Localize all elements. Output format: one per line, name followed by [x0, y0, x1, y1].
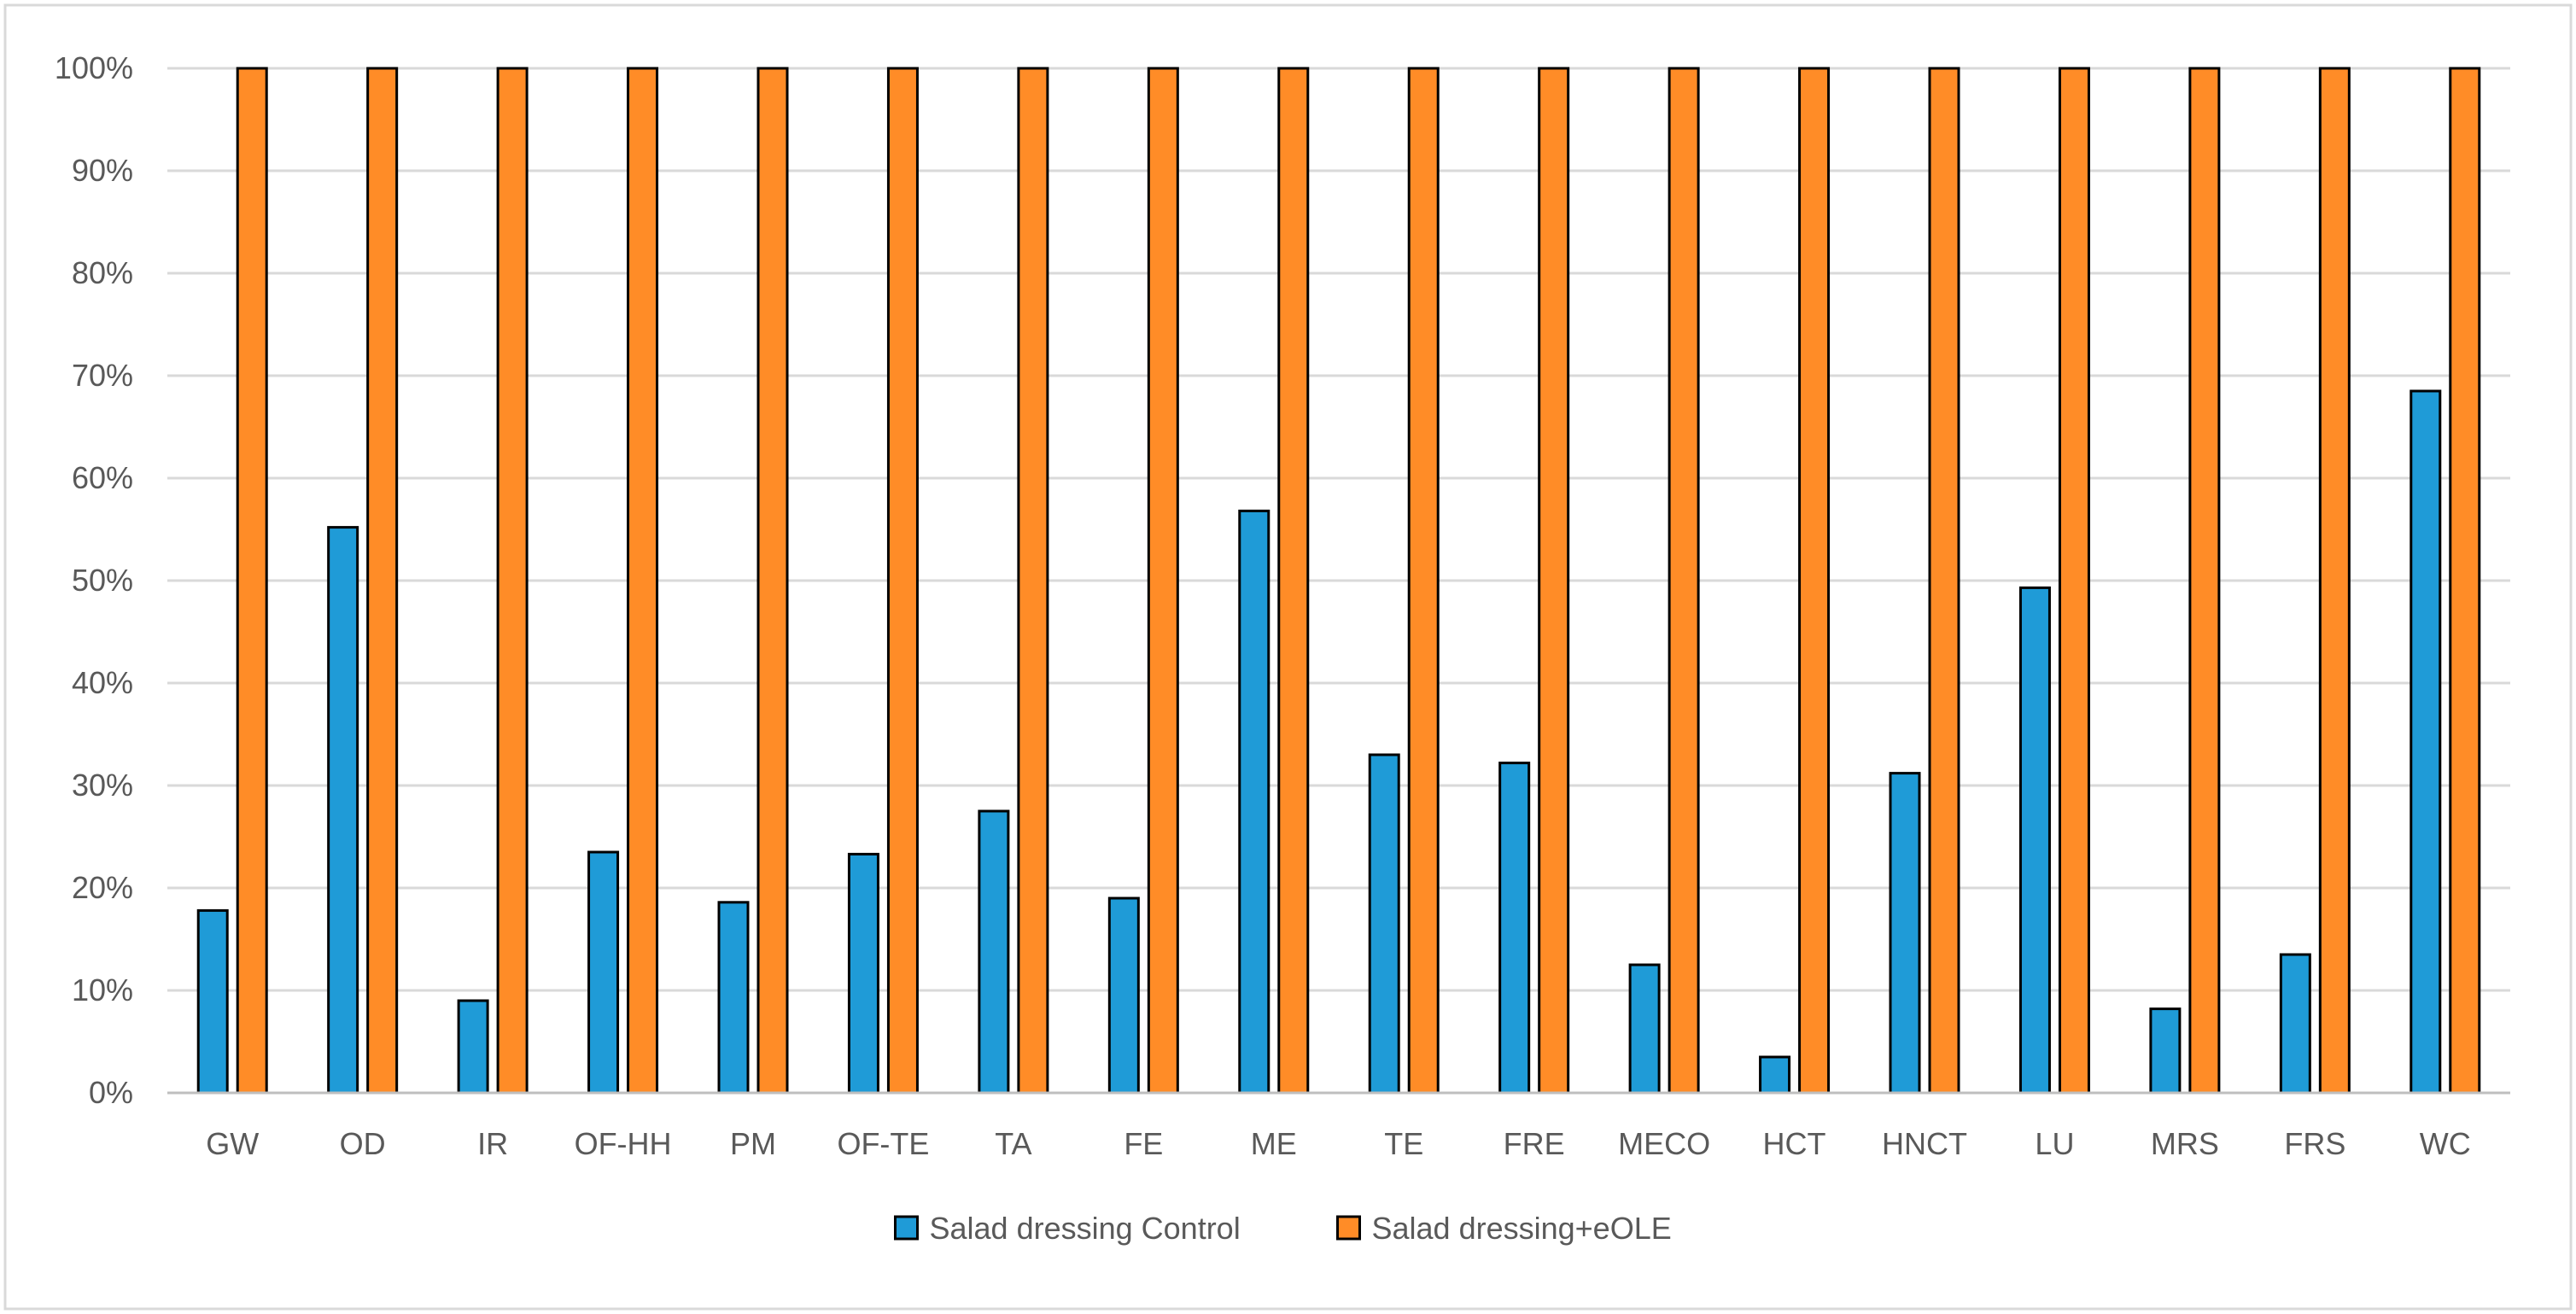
bar-control — [1368, 753, 1400, 1095]
bar-control — [1107, 896, 1140, 1095]
x-tick-label: HNCT — [1882, 1126, 1967, 1161]
x-tick-label: MECO — [1618, 1126, 1710, 1161]
y-tick-label: 10% — [72, 972, 133, 1007]
x-tick-label: LU — [2035, 1126, 2074, 1161]
x-tick-label: FRE — [1504, 1126, 1565, 1161]
x-tick-label: OF-TE — [837, 1126, 929, 1161]
bar-control — [2018, 586, 2051, 1095]
gridlines — [167, 67, 2510, 992]
legend-swatch-control — [894, 1215, 919, 1241]
x-tick-label: OD — [340, 1126, 386, 1161]
legend-label-control: Salad dressing Control — [930, 1211, 1241, 1246]
legend: Salad dressing Control Salad dressing+eOL… — [894, 1211, 1672, 1246]
bar-eole — [496, 67, 529, 1095]
legend-label-eole: Salad dressing+eOLE — [1372, 1211, 1672, 1246]
bar-control — [978, 809, 1010, 1095]
bar-control — [457, 999, 489, 1095]
x-tick-label: IR — [477, 1126, 508, 1161]
bar-control — [2149, 1007, 2182, 1095]
bar-eole — [1538, 67, 1570, 1095]
x-tick-label: GW — [206, 1126, 259, 1161]
bar-eole — [2318, 67, 2351, 1095]
bar-control — [327, 526, 359, 1095]
x-tick-label: WC — [2420, 1126, 2471, 1161]
x-tick-labels: GW OD IR OF-HH PM OF-TE TA FE ME TE FRE MECO HCT HNCT… — [206, 1126, 2471, 1161]
y-tick-label: 30% — [72, 768, 133, 803]
bar-eole — [1407, 67, 1440, 1095]
x-tick-label: ME — [1251, 1126, 1297, 1161]
y-tick-label: 40% — [72, 665, 133, 700]
x-tick-label: TA — [995, 1126, 1031, 1161]
bar-control — [1238, 509, 1270, 1095]
bar-control — [847, 852, 879, 1095]
x-tick-label: FE — [1124, 1126, 1163, 1161]
bar-eole — [886, 67, 919, 1095]
bar-eole — [1798, 67, 1831, 1095]
y-tick-labels: 0% 10% 20% 30% 40% 50% 60% 70% 80% 90% 100% — [55, 50, 133, 1110]
bar-eole — [756, 67, 789, 1095]
bar-eole — [1668, 67, 1700, 1095]
bar-eole — [2449, 67, 2481, 1095]
y-tick-label: 50% — [72, 563, 133, 598]
bar-control — [1889, 772, 1921, 1095]
bar-control — [1759, 1055, 1791, 1095]
bar-control — [717, 901, 750, 1095]
bar-control — [2410, 389, 2442, 1095]
bar-eole — [1928, 67, 1960, 1095]
x-tick-label: TE — [1384, 1126, 1423, 1161]
y-tick-label: 60% — [72, 460, 133, 495]
x-tick-label: FRS — [2284, 1126, 2345, 1161]
bar-eole — [1147, 67, 1179, 1095]
x-tick-label: MRS — [2151, 1126, 2219, 1161]
bar-control — [1498, 762, 1531, 1095]
bar-control — [196, 908, 229, 1095]
bar-eole — [236, 67, 268, 1095]
bar-eole — [366, 67, 399, 1095]
y-tick-label: 20% — [72, 870, 133, 905]
x-tick-label: OF-HH — [575, 1126, 672, 1161]
y-tick-label: 100% — [55, 50, 133, 85]
bar-eole — [627, 67, 659, 1095]
y-tick-label: 70% — [72, 358, 133, 393]
bar-eole — [2188, 67, 2221, 1095]
bar-control — [1628, 963, 1661, 1095]
y-tick-label: 0% — [89, 1075, 133, 1110]
bar-eole — [1017, 67, 1049, 1095]
x-tick-label: PM — [730, 1126, 776, 1161]
bar-control — [2279, 953, 2311, 1095]
bar-eole — [2058, 67, 2090, 1095]
y-tick-label: 90% — [72, 153, 133, 188]
y-tick-label: 80% — [72, 255, 133, 290]
legend-swatch-eole — [1336, 1215, 1361, 1241]
x-tick-label: HCT — [1763, 1126, 1826, 1161]
bar-control — [587, 850, 620, 1095]
bar-eole — [1277, 67, 1310, 1095]
